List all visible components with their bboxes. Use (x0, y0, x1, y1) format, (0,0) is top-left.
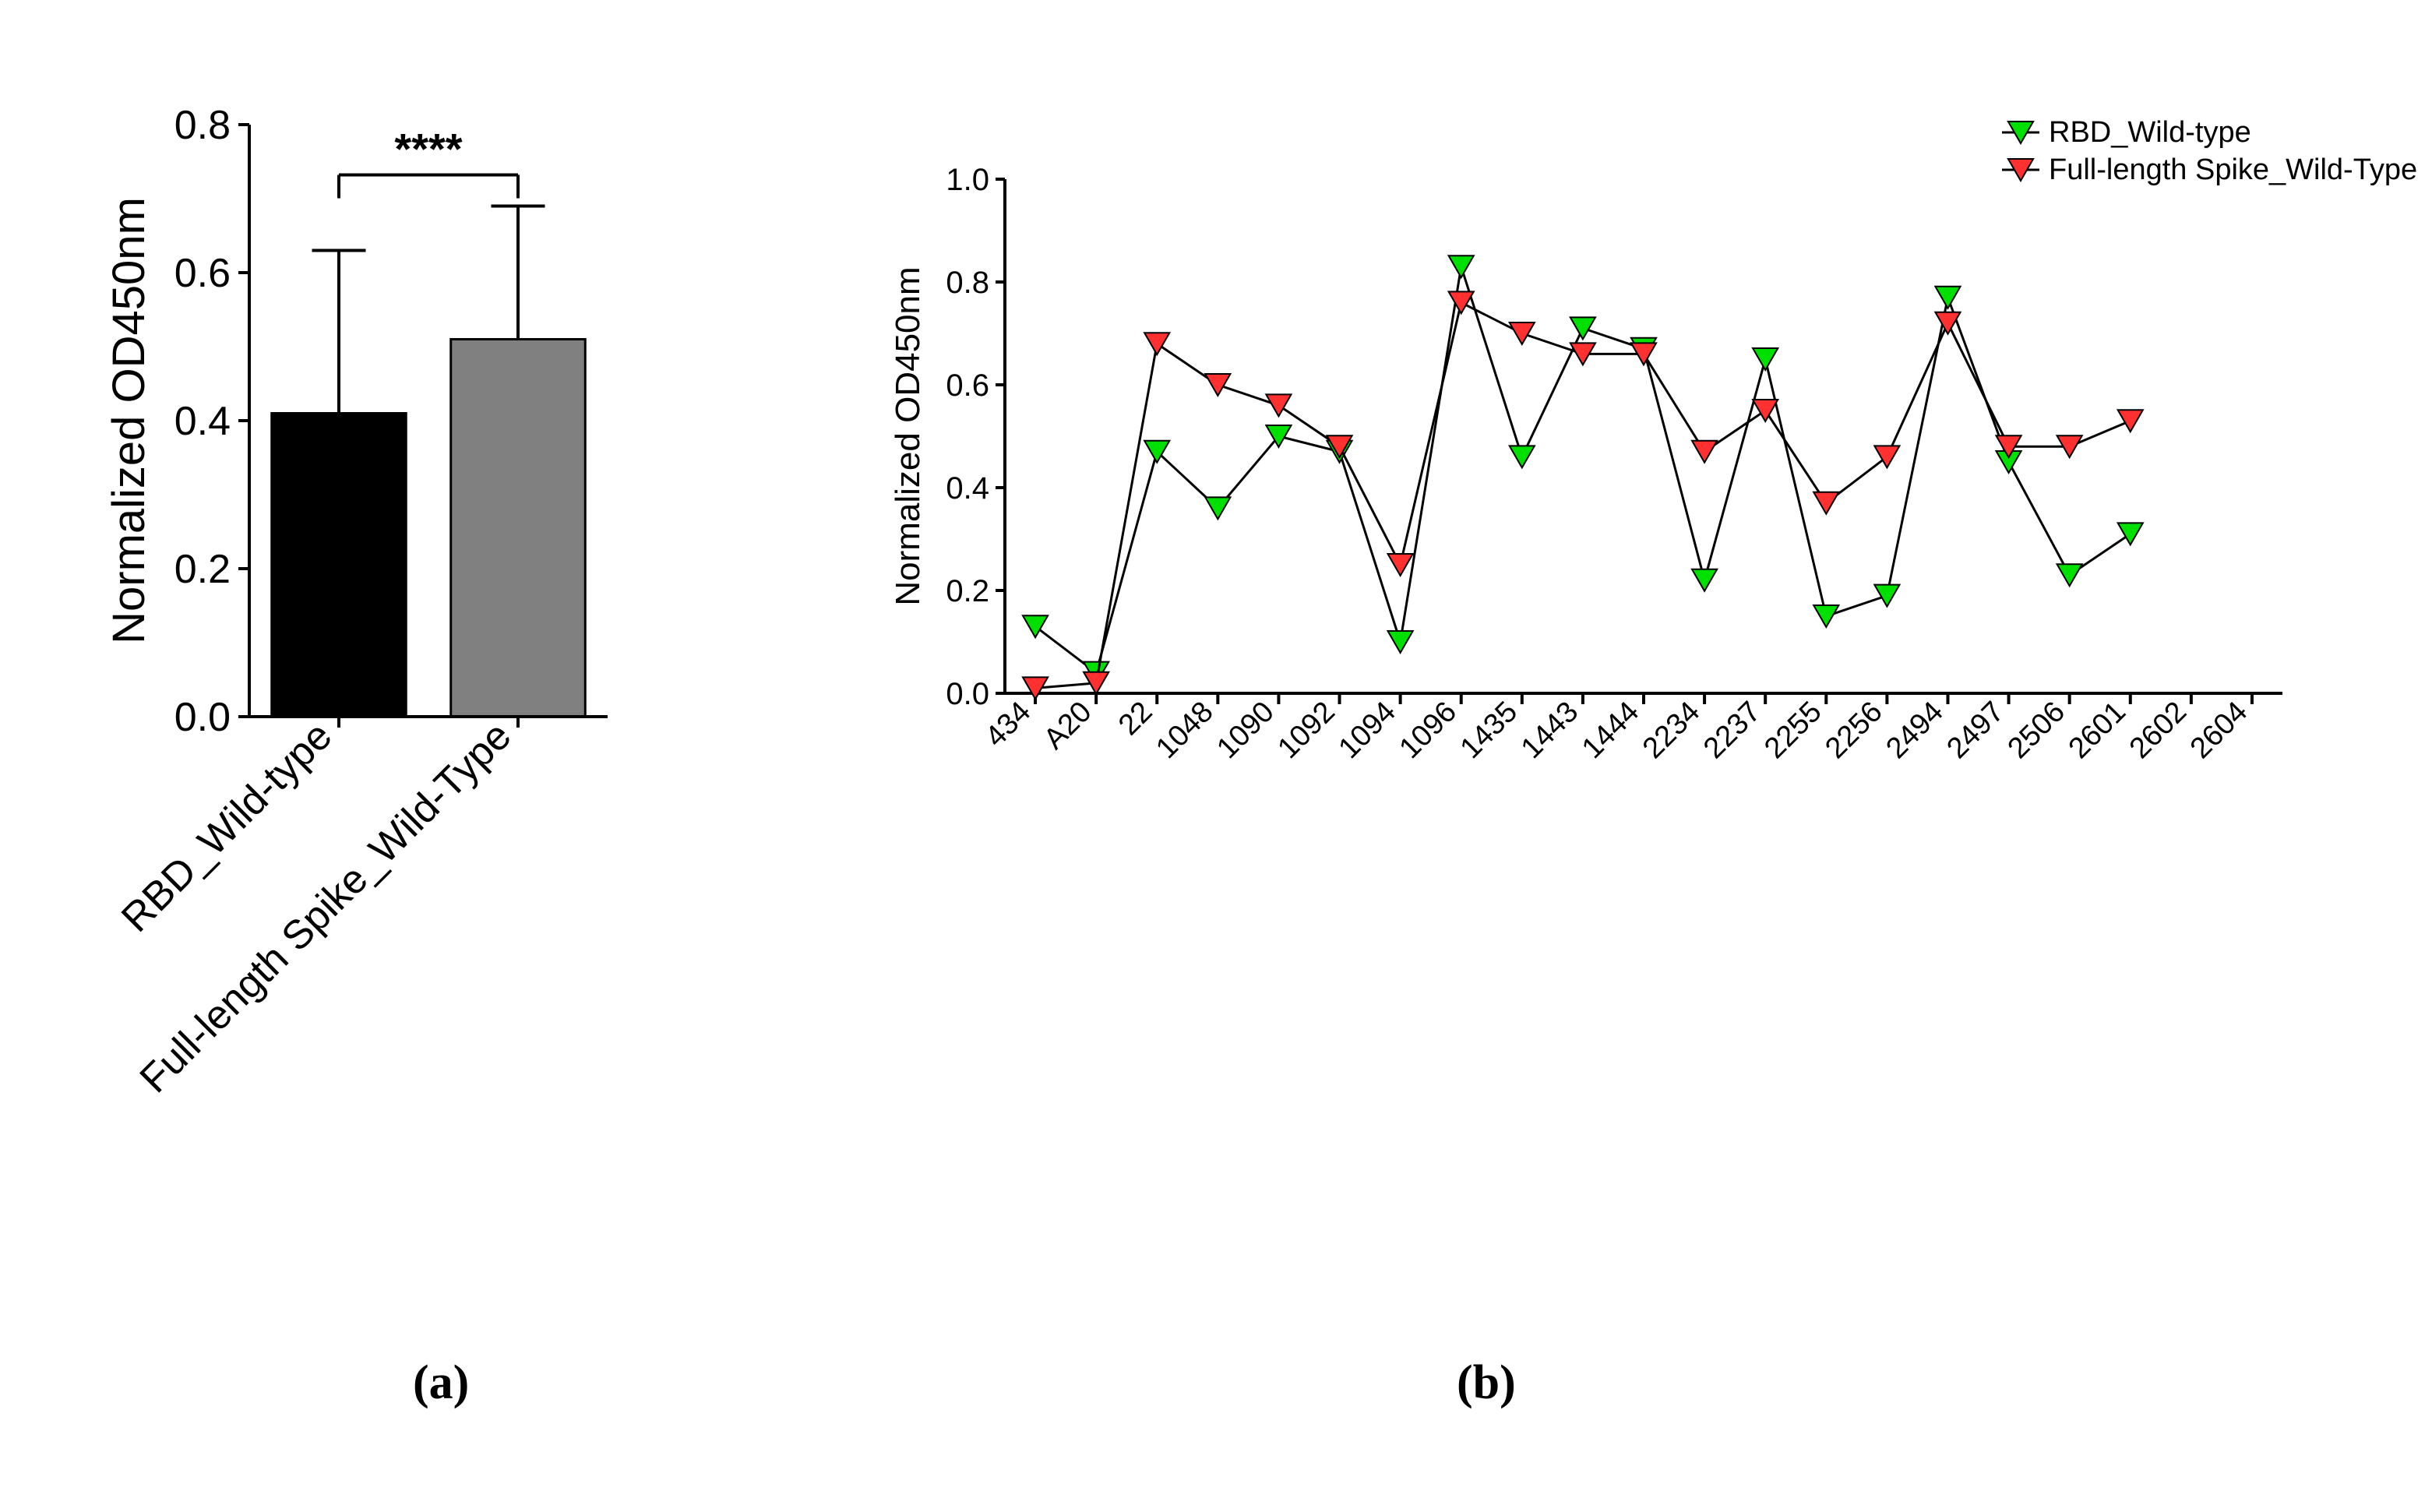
series-marker-0-15 (1935, 287, 1960, 308)
caption-a: (a) (413, 1355, 469, 1411)
bar-ytick-label: 0.6 (174, 251, 231, 296)
bar-y-label: Normalized OD450nm (104, 197, 154, 644)
line-xtick-label-9: 1443 (1515, 696, 1584, 765)
line-ytick-label: 0.4 (946, 471, 989, 506)
legend-label-1: Full-length Spike_Wild-Type (2049, 153, 2417, 186)
bar-0 (272, 414, 407, 717)
series-marker-1-2 (1144, 333, 1169, 354)
line-ytick-label: 0.0 (946, 677, 989, 711)
series-marker-1-4 (1266, 394, 1291, 416)
line-xtick-label-12: 2237 (1697, 696, 1767, 765)
series-marker-1-18 (2118, 410, 2143, 432)
line-xtick-label-3: 1048 (1150, 696, 1219, 765)
series-marker-0-11 (1692, 569, 1717, 591)
bar-1 (451, 340, 586, 717)
legend-label-0: RBD_Wild-type (2049, 116, 2251, 149)
line-xtick-label-7: 1096 (1394, 696, 1463, 765)
line-xtick-label-19: 2602 (2124, 696, 2193, 765)
bar-ytick-label: 0.2 (174, 547, 231, 592)
line-xtick-label-1: A20 (1038, 696, 1098, 756)
line-chart-panel: 0.00.20.40.60.81.0Normalized OD450nm434A… (872, 125, 2368, 982)
bar-chart-panel: 0.00.20.40.60.8Normalized OD450nmRBD_Wil… (93, 47, 686, 1215)
line-xtick-label-16: 2497 (1940, 696, 2010, 765)
line-xtick-label-13: 2255 (1758, 696, 1828, 765)
series-marker-0-6 (1388, 631, 1413, 653)
bar-ytick-label: 0.8 (174, 103, 231, 148)
bar-ytick-label: 0.0 (174, 695, 231, 740)
line-xtick-label-6: 1094 (1333, 696, 1402, 765)
series-marker-0-8 (1510, 446, 1535, 467)
line-xtick-label-2: 22 (1112, 696, 1159, 742)
series-marker-1-13 (1813, 492, 1838, 514)
line-xtick-label-4: 1090 (1211, 696, 1280, 765)
line-ytick-label: 1.0 (946, 163, 989, 197)
caption-b: (b) (1457, 1355, 1516, 1411)
line-chart-svg: 0.00.20.40.60.81.0Normalized OD450nm434A… (872, 125, 2368, 982)
series-marker-0-4 (1266, 425, 1291, 447)
series-marker-1-3 (1205, 374, 1230, 396)
bar-ytick-label: 0.4 (174, 399, 231, 444)
bar-xtick-label-1: Full-length Spike_Wild-Type (132, 713, 520, 1101)
line-xtick-label-15: 2494 (1880, 696, 1949, 765)
line-xtick-label-17: 2506 (2002, 696, 2071, 765)
series-marker-0-3 (1205, 497, 1230, 519)
series-marker-0-12 (1753, 348, 1778, 370)
series-marker-1-8 (1510, 322, 1535, 344)
line-y-label: Normalized OD450nm (889, 266, 927, 605)
line-xtick-label-10: 1444 (1576, 696, 1645, 765)
line-ytick-label: 0.6 (946, 368, 989, 403)
series-marker-1-6 (1388, 554, 1413, 576)
series-marker-0-13 (1813, 605, 1838, 627)
bar-chart-svg: 0.00.20.40.60.8Normalized OD450nmRBD_Wil… (93, 47, 686, 1215)
series-marker-1-7 (1449, 291, 1474, 313)
series-marker-0-9 (1570, 317, 1595, 339)
line-xtick-label-5: 1092 (1271, 696, 1341, 765)
series-marker-0-7 (1449, 256, 1474, 277)
series-marker-0-17 (2057, 564, 2082, 586)
series-marker-1-11 (1692, 441, 1717, 463)
line-xtick-label-11: 2234 (1637, 696, 1706, 765)
series-marker-1-12 (1753, 400, 1778, 421)
line-xtick-label-14: 2256 (1819, 696, 1888, 765)
line-ytick-label: 0.2 (946, 574, 989, 608)
significance-stars: **** (394, 125, 462, 174)
series-marker-0-18 (2118, 523, 2143, 545)
series-marker-0-14 (1874, 585, 1899, 607)
line-xtick-label-20: 2604 (2184, 696, 2254, 765)
line-ytick-label: 0.8 (946, 266, 989, 300)
line-xtick-label-8: 1435 (1454, 696, 1524, 765)
line-xtick-label-18: 2601 (2063, 696, 2132, 765)
